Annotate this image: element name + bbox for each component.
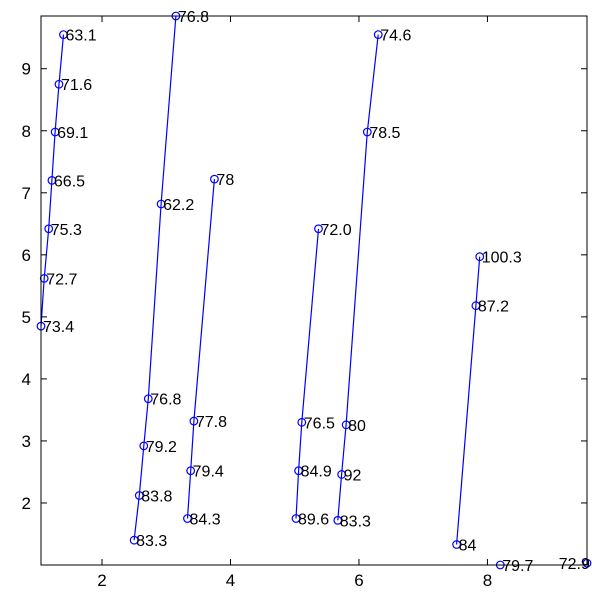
data-point bbox=[39, 274, 49, 283]
data-label: 62.2 bbox=[163, 197, 194, 214]
data-label: 78.5 bbox=[369, 125, 400, 142]
data-label: 74.6 bbox=[380, 28, 411, 45]
data-label: 84.9 bbox=[301, 464, 332, 481]
series-5: 83.3 92 80 78.5 74.6 bbox=[333, 28, 411, 530]
data-point bbox=[373, 30, 383, 40]
y-tick-label: 7 bbox=[22, 184, 31, 203]
data-label: 76.8 bbox=[178, 9, 209, 26]
data-label: 77.8 bbox=[196, 414, 227, 431]
data-label: 63.1 bbox=[65, 28, 96, 45]
data-point bbox=[471, 301, 481, 311]
data-label: 76.5 bbox=[304, 415, 335, 432]
plot-area: 73.4 72.7 75.3 66.5 69.1 71.6 63.1 83.3 83.8 79.2… bbox=[36, 9, 592, 575]
series-line bbox=[337, 34, 379, 521]
data-point bbox=[210, 174, 219, 184]
data-point bbox=[129, 535, 139, 545]
data-point bbox=[186, 466, 196, 476]
y-tick-label: 8 bbox=[22, 122, 31, 141]
data-point bbox=[452, 540, 462, 549]
data-label: 87.2 bbox=[478, 299, 509, 316]
series-4: 89.6 84.9 76.5 72.0 bbox=[291, 222, 352, 528]
data-point bbox=[139, 441, 149, 451]
x-tick-label: 4 bbox=[226, 571, 235, 590]
y-tick-label: 5 bbox=[22, 308, 31, 327]
data-label: 72.0 bbox=[320, 222, 351, 239]
data-point bbox=[134, 491, 144, 500]
data-label: 83.3 bbox=[340, 513, 371, 530]
series-line bbox=[40, 34, 65, 327]
y-tick-label: 3 bbox=[22, 432, 31, 451]
axes-frame bbox=[40, 15, 588, 566]
data-point bbox=[337, 470, 347, 479]
data-point bbox=[189, 416, 199, 426]
data-label: 76.8 bbox=[150, 392, 181, 409]
data-point bbox=[294, 466, 303, 476]
data-label: 100.3 bbox=[482, 250, 522, 267]
data-point bbox=[475, 252, 485, 262]
series-line bbox=[456, 256, 481, 545]
data-label: 84.3 bbox=[189, 511, 220, 528]
series-line bbox=[133, 15, 177, 541]
data-point bbox=[143, 394, 153, 404]
data-point bbox=[362, 127, 372, 137]
series-1: 73.4 72.7 75.3 66.5 69.1 71.6 63.1 bbox=[36, 28, 97, 336]
data-point bbox=[314, 224, 323, 234]
series-line bbox=[186, 179, 215, 519]
data-label: 83.3 bbox=[136, 533, 167, 550]
x-tick-label: 6 bbox=[354, 571, 363, 590]
data-label: 78 bbox=[216, 172, 234, 189]
data-label: 66.5 bbox=[54, 173, 85, 190]
x-tick-label: 2 bbox=[97, 571, 106, 590]
data-point bbox=[156, 199, 166, 209]
data-point bbox=[59, 30, 68, 40]
data-point bbox=[291, 514, 301, 523]
data-point bbox=[333, 515, 343, 525]
data-label: 80 bbox=[348, 418, 366, 435]
series-2: 83.3 83.8 79.2 76.8 62.2 76.8 bbox=[129, 9, 209, 550]
data-label: 89.6 bbox=[298, 511, 329, 528]
y-tick-label: 4 bbox=[22, 370, 31, 389]
data-point bbox=[44, 224, 54, 234]
series-6: 84 87.2 100.3 bbox=[452, 250, 522, 555]
data-label: 84 bbox=[459, 538, 477, 555]
data-label: 73.4 bbox=[43, 319, 74, 336]
data-label: 79.4 bbox=[193, 464, 224, 481]
data-label: 69.1 bbox=[57, 125, 88, 142]
data-label: 75.3 bbox=[51, 222, 82, 239]
data-point bbox=[341, 420, 351, 430]
series-line bbox=[295, 228, 320, 519]
y-tick-label: 6 bbox=[22, 246, 31, 265]
data-point bbox=[183, 514, 192, 523]
data-point bbox=[47, 175, 57, 185]
y-tick-label: 9 bbox=[22, 60, 31, 79]
data-label: 92 bbox=[344, 467, 362, 484]
x-tick-label: 8 bbox=[483, 571, 492, 590]
series-7: 79.7 bbox=[495, 558, 534, 575]
series-3: 84.3 79.4 77.8 78 bbox=[183, 172, 234, 528]
data-point bbox=[54, 79, 64, 89]
data-point bbox=[297, 417, 307, 427]
data-label: 72.7 bbox=[46, 271, 77, 288]
y-tick-label: 2 bbox=[22, 494, 31, 513]
data-label: 83.8 bbox=[141, 489, 172, 506]
data-label: 79.2 bbox=[146, 439, 177, 456]
data-label: 71.6 bbox=[61, 77, 92, 94]
data-label: 79.7 bbox=[502, 558, 533, 575]
data-point bbox=[50, 127, 60, 137]
